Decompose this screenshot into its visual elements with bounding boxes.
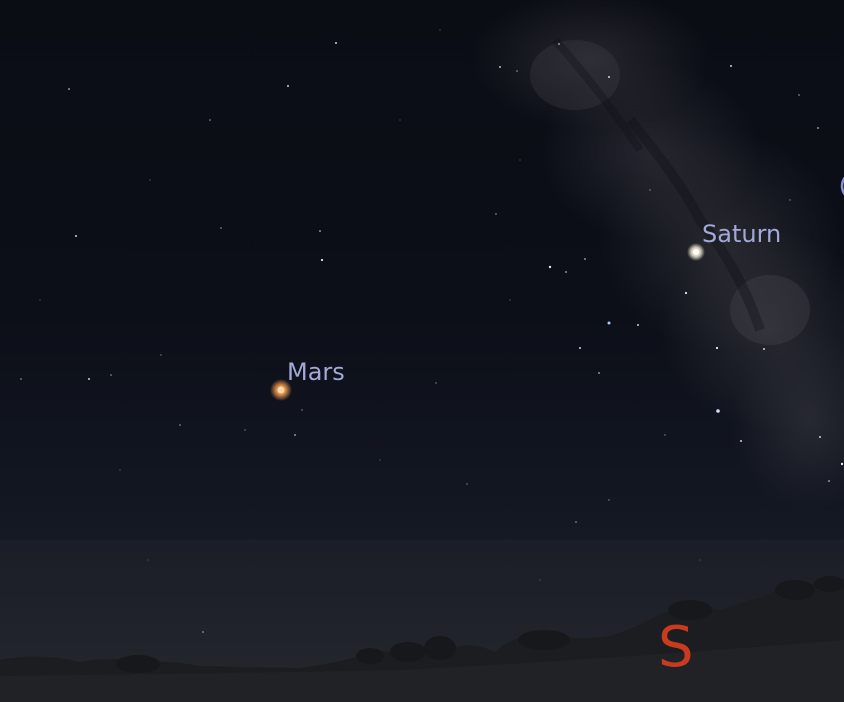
star: [740, 440, 742, 442]
star: [819, 436, 821, 438]
star: [789, 199, 791, 201]
star: [294, 434, 296, 436]
star: [598, 372, 600, 374]
star: [730, 65, 732, 67]
star: [301, 409, 303, 411]
star: [209, 119, 211, 121]
star: [607, 321, 611, 325]
star: [319, 230, 321, 232]
star: [699, 559, 701, 561]
star: [584, 258, 586, 260]
star: [149, 179, 151, 181]
star: [548, 265, 552, 269]
star: [439, 29, 441, 31]
star: [715, 346, 719, 350]
star: [575, 521, 577, 523]
star: [509, 299, 511, 301]
star: [160, 354, 162, 356]
star: [828, 480, 830, 482]
star: [519, 159, 521, 161]
star: [840, 462, 844, 466]
star: [817, 127, 819, 129]
star: [287, 85, 289, 87]
star: [664, 434, 666, 436]
partial-marker-circle: [840, 176, 844, 196]
star: [320, 258, 324, 262]
star: [608, 76, 610, 78]
mars-label: Mars: [287, 358, 345, 386]
star: [684, 291, 688, 295]
star: [539, 579, 541, 581]
star: [39, 299, 41, 301]
star: [466, 483, 468, 485]
star: [495, 213, 497, 215]
star: [379, 459, 381, 461]
star: [499, 66, 501, 68]
star: [244, 429, 246, 431]
star: [608, 499, 610, 501]
compass-south-label: S: [658, 615, 694, 680]
star: [716, 409, 720, 413]
star: [637, 324, 639, 326]
star: [763, 348, 765, 350]
star: [110, 374, 112, 376]
star: [88, 378, 90, 380]
star: [147, 559, 149, 561]
star: [579, 347, 581, 349]
stars: [20, 29, 844, 633]
star: [202, 631, 204, 633]
star: [68, 88, 70, 90]
star: [20, 378, 22, 380]
saturn-label: Saturn: [702, 220, 782, 248]
star: [119, 469, 121, 471]
star: [649, 189, 651, 191]
star: [335, 42, 337, 44]
star: [435, 382, 437, 384]
star: [565, 271, 567, 273]
trees: [116, 576, 844, 673]
mars-planet[interactable]: [270, 379, 292, 401]
star: [220, 227, 222, 229]
star: [558, 43, 560, 45]
star: [399, 119, 401, 121]
star: [516, 70, 518, 72]
milky-way: [470, 0, 844, 510]
saturn-planet[interactable]: [687, 243, 705, 261]
star: [798, 94, 800, 96]
star: [179, 424, 181, 426]
star: [75, 235, 77, 237]
